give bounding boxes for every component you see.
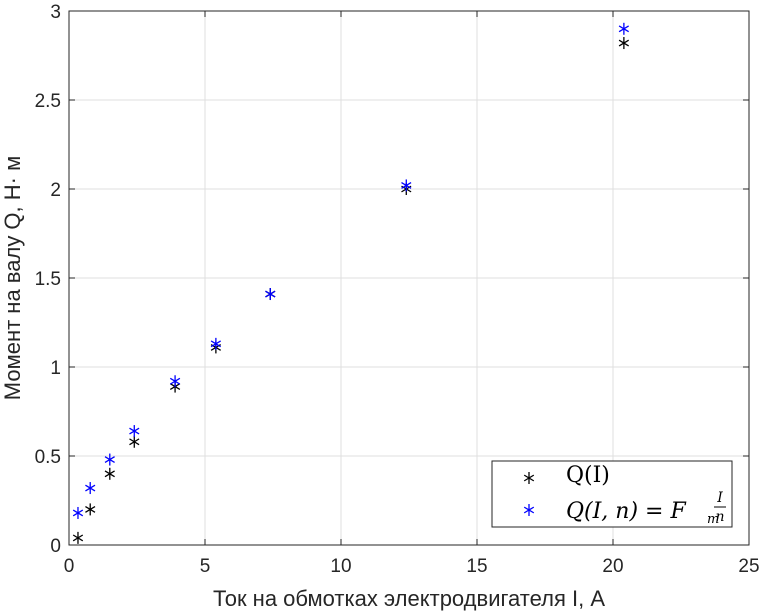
x-axis-label: Ток на обмотках электродвигателя I, А [213, 586, 605, 611]
x-tick-label: 5 [200, 556, 211, 577]
y-tick-label: 3 [50, 2, 61, 23]
point-q-i-n [210, 337, 222, 350]
y-axis-label: Момент на валу Q, Н· м [0, 156, 25, 400]
x-tick-label: 25 [738, 556, 759, 577]
star-stroke-diag-2 [523, 474, 535, 482]
star-stroke-diag-2 [265, 290, 276, 298]
y-tick-label: 0 [50, 536, 61, 557]
x-axis-ticks: 0 5 10 15 20 25 [64, 11, 760, 577]
legend: Q(I) Q(I, n) = F m I n [491, 460, 733, 528]
point-q-i [129, 435, 140, 448]
star-stroke-diag-2 [85, 484, 96, 492]
star-stroke-diag-2 [104, 470, 115, 478]
legend-marker-q-i-n [523, 504, 535, 516]
point-q-i-n [169, 375, 181, 388]
star-stroke-diag-2 [72, 509, 84, 517]
x-tick-label: 0 [64, 556, 75, 577]
point-q-i-n [618, 22, 630, 35]
point-q-i-n [401, 179, 412, 192]
star-stroke-diag-2 [85, 505, 96, 513]
star-stroke-diag-2 [129, 427, 140, 435]
point-q-i [618, 37, 630, 50]
series-q-i-n [72, 22, 630, 519]
star-stroke-diag-2 [618, 25, 630, 33]
star-stroke-diag-2 [104, 456, 115, 463]
star-stroke-diag-2 [523, 506, 535, 514]
x-tick-label: 10 [330, 556, 351, 577]
point-q-i-n [85, 482, 96, 495]
y-tick-label: 0.5 [35, 447, 61, 468]
x-tick-label: 20 [602, 556, 623, 577]
legend-entry-q-i: Q(I) [566, 463, 610, 488]
star-stroke-diag-2 [169, 377, 181, 385]
point-q-i-n [72, 506, 84, 519]
y-axis-ticks: 0 0.5 1 1.5 2 2.5 3 [35, 2, 749, 557]
star-stroke-diag-2 [618, 39, 630, 47]
legend-fraction-numerator: I [716, 490, 723, 506]
legend-subscript-m: m [707, 512, 719, 527]
point-q-i [72, 531, 84, 544]
data-points [72, 22, 630, 544]
point-q-i [104, 467, 115, 480]
y-tick-label: 1.5 [35, 269, 61, 290]
y-tick-label: 1 [50, 358, 61, 379]
star-stroke-diag-2 [72, 534, 84, 542]
point-q-i-n [265, 288, 276, 301]
y-tick-label: 2.5 [35, 91, 61, 112]
point-q-i [85, 503, 96, 516]
legend-star-q-i [523, 472, 535, 484]
point-q-i-n [129, 425, 140, 438]
star-stroke-diag-2 [210, 340, 222, 348]
star-stroke-diag-2 [129, 438, 140, 446]
legend-marker-q-i [523, 472, 535, 484]
y-tick-label: 2 [50, 180, 61, 201]
legend-entry-q-i-n: Q(I, n) = F [566, 499, 686, 524]
legend-fraction-denominator: n [715, 509, 724, 525]
point-q-i-n [104, 453, 115, 466]
legend-star-q-i-n [523, 504, 535, 516]
star-stroke-diag-2 [401, 182, 412, 189]
legend-box [491, 460, 733, 528]
x-tick-label: 15 [466, 556, 487, 577]
